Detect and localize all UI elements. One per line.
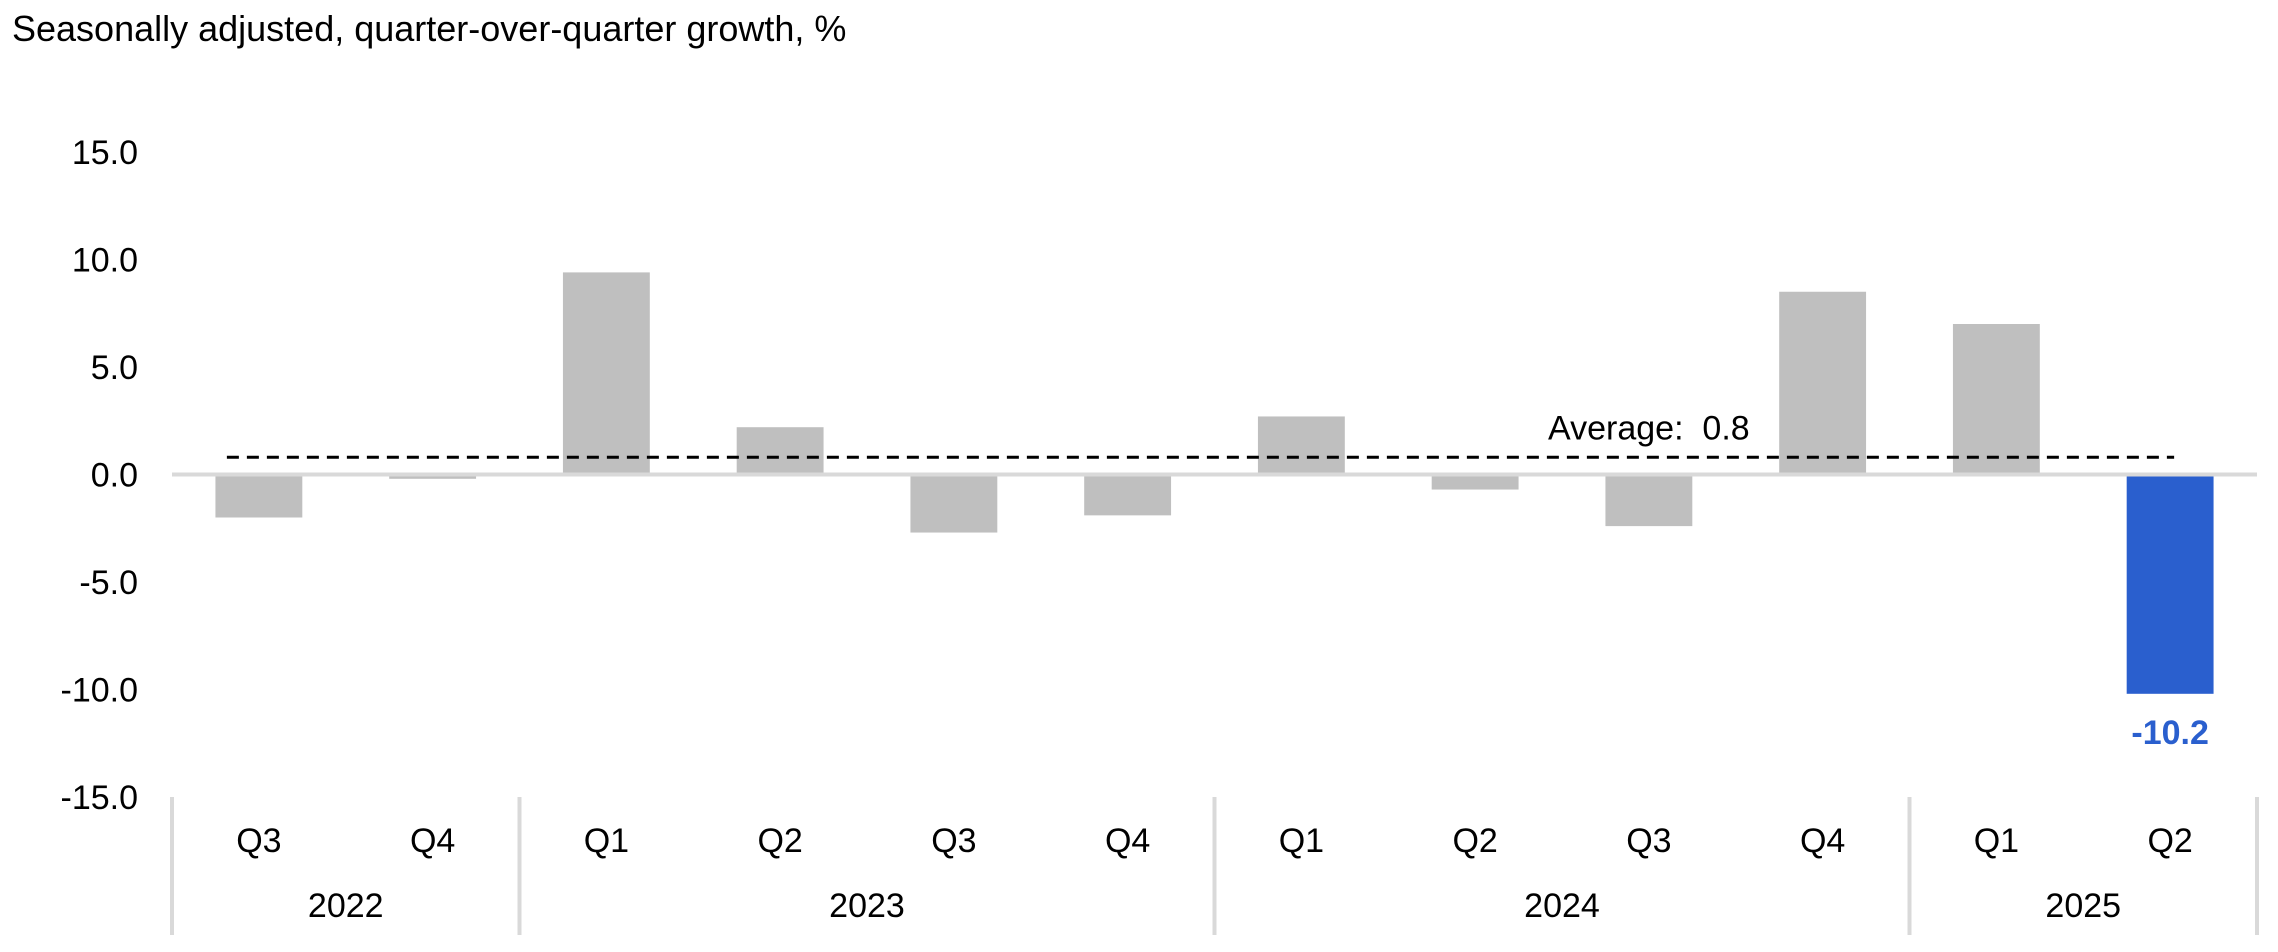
bar bbox=[910, 474, 998, 533]
y-tick-label: 10.0 bbox=[72, 242, 138, 280]
y-tick-label: -5.0 bbox=[79, 564, 138, 602]
bar bbox=[1952, 324, 2040, 475]
bar bbox=[1431, 474, 1519, 490]
y-tick-label: 5.0 bbox=[91, 349, 138, 387]
x-tick-label: Q2 bbox=[1452, 822, 1497, 860]
bar bbox=[562, 272, 650, 475]
x-group-label: 2023 bbox=[829, 887, 905, 925]
y-tick-label: -10.0 bbox=[61, 672, 139, 710]
bar bbox=[736, 427, 824, 475]
highlight-data-label: -10.2 bbox=[2131, 714, 2209, 752]
x-tick-label: Q4 bbox=[410, 822, 455, 860]
x-group-label: 2025 bbox=[2045, 887, 2121, 925]
x-group-label: 2024 bbox=[1524, 887, 1600, 925]
x-tick-label: Q1 bbox=[584, 822, 629, 860]
x-tick-label: Q4 bbox=[1105, 822, 1150, 860]
y-axis: 15.0 10.0 5.0 0.0 -5.0 -10.0 -15.0 bbox=[61, 134, 139, 817]
bar bbox=[1084, 474, 1172, 516]
x-group-label: 2022 bbox=[308, 887, 384, 925]
bar bbox=[2126, 474, 2214, 694]
x-tick-label: Q3 bbox=[236, 822, 281, 860]
bar bbox=[1779, 291, 1867, 475]
x-tick-label: Q1 bbox=[1974, 822, 2019, 860]
bars bbox=[215, 272, 2214, 694]
x-axis: Q3 Q4 Q1 Q2 Q3 Q4 Q1 Q2 Q3 Q4 Q1 Q2 2022 2023 2024 2025 bbox=[236, 822, 2193, 925]
chart-title: Seasonally adjusted, quarter-over-quarte… bbox=[12, 8, 847, 49]
bar bbox=[1257, 416, 1345, 475]
x-tick-label: Q3 bbox=[1626, 822, 1671, 860]
x-tick-label: Q1 bbox=[1279, 822, 1324, 860]
x-tick-label: Q2 bbox=[2147, 822, 2192, 860]
category-separators bbox=[170, 797, 2259, 935]
bar bbox=[1605, 474, 1693, 527]
y-tick-label: -15.0 bbox=[61, 779, 139, 817]
bar bbox=[389, 474, 477, 479]
x-tick-label: Q2 bbox=[757, 822, 802, 860]
y-tick-label: 0.0 bbox=[91, 457, 138, 495]
x-tick-label: Q3 bbox=[931, 822, 976, 860]
average-label: Average: 0.8 bbox=[1548, 409, 1750, 447]
bar bbox=[215, 474, 303, 518]
y-tick-label: 15.0 bbox=[72, 134, 138, 172]
x-tick-label: Q4 bbox=[1800, 822, 1845, 860]
